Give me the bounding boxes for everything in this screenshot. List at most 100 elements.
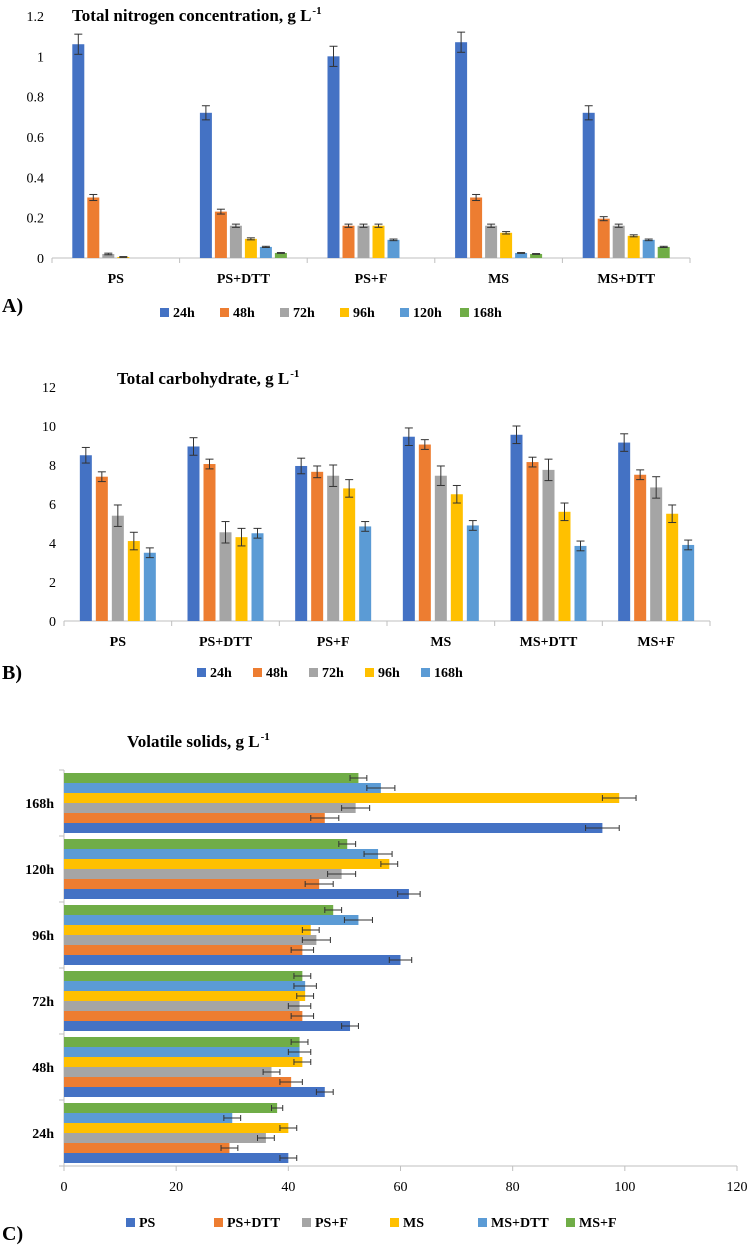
legend-label: 24h bbox=[210, 666, 232, 681]
bar bbox=[64, 849, 379, 859]
bar bbox=[466, 525, 479, 621]
bar bbox=[64, 1153, 289, 1163]
bar bbox=[79, 455, 92, 621]
legend-label: 48h bbox=[266, 666, 288, 681]
bar bbox=[64, 889, 409, 899]
legend-swatch bbox=[214, 1218, 223, 1227]
x-tick-label: PS bbox=[108, 272, 125, 287]
y-tick-label: 72h bbox=[32, 995, 54, 1010]
legend-swatch bbox=[478, 1218, 487, 1227]
x-tick-label: 120 bbox=[727, 1180, 748, 1195]
bar bbox=[259, 246, 272, 258]
legend-label: PS+DTT bbox=[227, 1216, 281, 1231]
bar bbox=[372, 225, 385, 258]
bar bbox=[682, 544, 695, 621]
bar bbox=[87, 197, 100, 258]
chart-title-superscript: -1 bbox=[290, 368, 299, 380]
legend-swatch bbox=[197, 668, 206, 677]
bar bbox=[235, 537, 248, 621]
bar bbox=[64, 783, 381, 793]
bar bbox=[500, 232, 513, 258]
bar bbox=[64, 859, 390, 869]
bar bbox=[203, 464, 216, 621]
bar bbox=[642, 239, 655, 258]
x-tick-label: 60 bbox=[394, 1180, 408, 1195]
legend: 24h 48h 72h 96h 120h 168h bbox=[160, 306, 502, 321]
bar bbox=[343, 488, 356, 621]
bar bbox=[64, 905, 334, 915]
chart-title-superscript: -1 bbox=[312, 5, 321, 17]
bar bbox=[574, 545, 587, 621]
bar bbox=[597, 218, 610, 258]
legend-label: PS+F bbox=[315, 1216, 348, 1231]
y-tick-label: 1 bbox=[37, 50, 44, 65]
legend-label: 96h bbox=[353, 306, 375, 321]
legend-swatch bbox=[160, 308, 169, 317]
legend-label: 96h bbox=[378, 666, 400, 681]
legend-swatch bbox=[421, 668, 430, 677]
chart-A: 0 0.2 0.4 0.6 0.8 1 1.2 PS PS+DTT PS+F MS MS+DTT bbox=[27, 10, 691, 287]
legend-swatch bbox=[302, 1218, 311, 1227]
legend-swatch bbox=[365, 668, 374, 677]
bar bbox=[187, 446, 200, 621]
bar bbox=[64, 981, 306, 991]
x-tick-label: PS+F bbox=[317, 635, 350, 650]
x-tick-label: MS+F bbox=[637, 635, 675, 650]
x-tick-label: 100 bbox=[614, 1180, 635, 1195]
legend-label: 168h bbox=[434, 666, 463, 681]
y-tick-label: 0.8 bbox=[27, 91, 45, 106]
legend-swatch bbox=[126, 1218, 135, 1227]
bar bbox=[434, 475, 447, 621]
bar bbox=[64, 1077, 292, 1087]
chart-title: Total nitrogen concentration, g L bbox=[72, 6, 311, 25]
y-tick-label: 10 bbox=[42, 420, 56, 435]
bar bbox=[64, 991, 306, 1001]
legend: 24h 48h 72h 96h 168h bbox=[197, 666, 463, 681]
legend-swatch bbox=[280, 308, 289, 317]
y-tick-label: 0.4 bbox=[27, 171, 45, 186]
bar bbox=[95, 476, 108, 621]
y-tick-label: 0 bbox=[37, 252, 44, 267]
x-tick-label: PS bbox=[110, 635, 127, 650]
bar bbox=[251, 533, 264, 621]
bar bbox=[64, 1133, 266, 1143]
bar bbox=[64, 1143, 230, 1153]
bar bbox=[64, 773, 359, 783]
bar bbox=[64, 1021, 351, 1031]
bar bbox=[582, 112, 595, 258]
bar bbox=[64, 1103, 278, 1113]
x-tick-label: 20 bbox=[169, 1180, 183, 1195]
bar bbox=[455, 42, 468, 258]
legend-label: 72h bbox=[293, 306, 315, 321]
y-tick-label: 120h bbox=[25, 863, 54, 878]
legend-swatch bbox=[460, 308, 469, 317]
bar bbox=[64, 839, 348, 849]
bar bbox=[542, 469, 555, 621]
legend-label: 72h bbox=[322, 666, 344, 681]
y-tick-label: 0 bbox=[49, 615, 56, 630]
bar bbox=[558, 511, 571, 621]
bar bbox=[219, 532, 232, 621]
bar bbox=[64, 925, 311, 935]
bar bbox=[64, 793, 620, 803]
bar bbox=[72, 44, 85, 258]
legend-swatch bbox=[253, 668, 262, 677]
bar bbox=[111, 515, 124, 621]
legend-label: 48h bbox=[233, 306, 255, 321]
bar bbox=[64, 1123, 289, 1133]
bar bbox=[418, 444, 431, 621]
bar bbox=[666, 513, 679, 621]
bar bbox=[64, 869, 342, 879]
bar bbox=[634, 474, 647, 621]
bar bbox=[143, 552, 156, 621]
bar bbox=[612, 225, 625, 258]
bar bbox=[274, 252, 287, 258]
x-tick-label: MS+DTT bbox=[520, 635, 578, 650]
bar bbox=[229, 225, 242, 258]
y-tick-label: 1.2 bbox=[27, 10, 45, 25]
bar bbox=[64, 955, 401, 965]
bar bbox=[64, 823, 603, 833]
bar bbox=[64, 813, 325, 823]
bar bbox=[515, 252, 528, 258]
bar bbox=[64, 1011, 303, 1021]
